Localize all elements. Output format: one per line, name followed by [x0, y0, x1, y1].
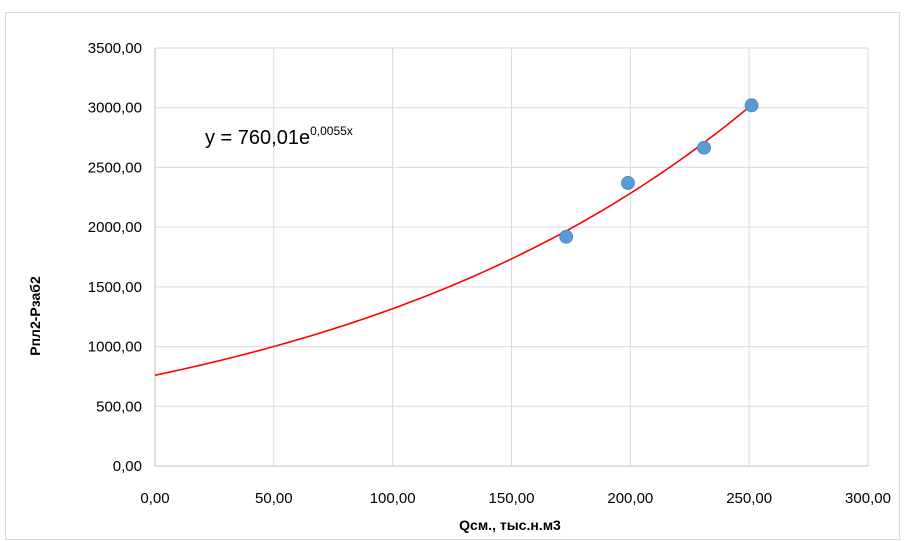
- y-tick-labels: 0,00 500,00 1000,00 1500,00 2000,00 2500,00 30…: [88, 40, 142, 475]
- grid-lines: [155, 47, 869, 466]
- equation-base: y = 760,01e: [205, 127, 310, 149]
- y-tick-label: 3500,00: [88, 40, 142, 57]
- y-tick-label: 0,00: [113, 458, 142, 475]
- y-tick-label: 3000,00: [88, 100, 142, 117]
- x-tick-label: 50,00: [255, 490, 293, 507]
- x-tick-labels: 0,00 50,00 100,00 150,00 200,00 250,00 300,00: [140, 490, 891, 507]
- data-point: [621, 176, 635, 190]
- y-tick-label: 2500,00: [88, 159, 142, 176]
- y-axis-title: Рпл2-Рзаб2: [27, 276, 43, 356]
- data-point: [559, 229, 574, 244]
- axes: [154, 48, 868, 467]
- x-tick-label: 100,00: [370, 490, 416, 507]
- x-tick-label: 250,00: [726, 490, 772, 507]
- data-point: [744, 98, 759, 113]
- x-tick-label: 200,00: [607, 490, 653, 507]
- trendline-equation: y = 760,01e0,0055x: [205, 124, 353, 149]
- trendline-group: [154, 104, 753, 377]
- x-tick-label: 0,00: [140, 490, 169, 507]
- x-tick-label: 300,00: [845, 490, 891, 507]
- data-point: [697, 140, 711, 155]
- equation-exponent: 0,0055x: [310, 124, 353, 138]
- x-tick-label: 150,00: [489, 490, 535, 507]
- y-tick-label: 1500,00: [88, 279, 142, 296]
- y-tick-label: 1000,00: [88, 339, 142, 356]
- exponential-trendline: [154, 104, 753, 377]
- data-points: [559, 98, 759, 244]
- y-tick-label: 500,00: [96, 398, 142, 415]
- y-tick-label: 2000,00: [88, 219, 142, 236]
- x-axis-title: Qсм., тыс.н.м3: [459, 517, 561, 533]
